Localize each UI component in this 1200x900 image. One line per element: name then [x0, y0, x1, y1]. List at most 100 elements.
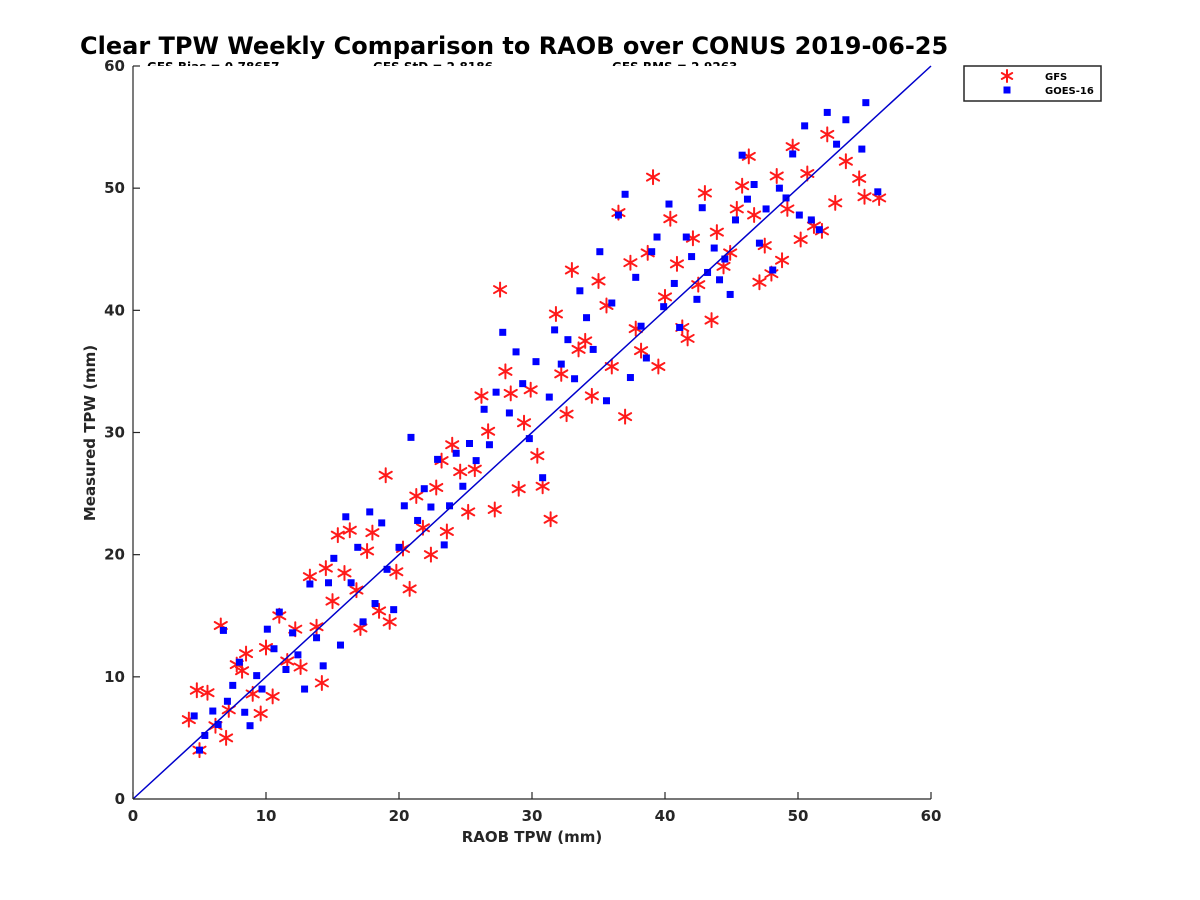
- gfs-point: [554, 365, 569, 382]
- goes16-point: [571, 375, 579, 383]
- gfs-point: [461, 503, 476, 520]
- goes16-point: [525, 435, 533, 443]
- goes16-point: [693, 295, 701, 303]
- gfs-point: [318, 560, 333, 577]
- gfs-point: [752, 274, 767, 291]
- goes16-point: [420, 485, 428, 493]
- x-axis-label: RAOB TPW (mm): [462, 828, 603, 846]
- goes16-point: [306, 580, 314, 588]
- gfs-point: [704, 312, 719, 329]
- gfs-point: [342, 522, 357, 539]
- goes16-point: [782, 194, 790, 202]
- goes16-point: [427, 503, 435, 511]
- x-tick-label: 20: [389, 807, 410, 825]
- y-tick-label: 0: [115, 790, 125, 808]
- gfs-point: [618, 408, 633, 425]
- gfs-point: [238, 645, 254, 662]
- x-axis-ticks: 0 10 20 30 40 50 60: [128, 792, 942, 825]
- series-goes-16: [190, 99, 882, 754]
- gfs-point: [723, 244, 738, 261]
- goes16-point: [289, 629, 297, 637]
- goes16-point: [532, 358, 540, 366]
- goes16-point: [330, 554, 338, 562]
- goes16-point: [614, 211, 622, 219]
- goes16-point: [648, 248, 656, 256]
- gfs-point: [697, 185, 712, 202]
- gfs-point: [680, 330, 695, 347]
- gfs-point: [423, 546, 438, 563]
- goes16-point: [750, 181, 758, 189]
- goes16-point: [710, 244, 718, 252]
- goes16-point: [512, 348, 520, 356]
- x-tick-label: 0: [128, 807, 138, 825]
- gfs-point: [439, 523, 454, 540]
- goes16-point: [698, 204, 706, 212]
- gfs-point: [559, 406, 574, 423]
- x-tick-label: 10: [256, 807, 277, 825]
- goes16-point: [653, 233, 661, 241]
- gfs-point: [378, 467, 393, 484]
- gfs-point: [578, 332, 593, 349]
- gfs-point: [293, 659, 308, 676]
- y-tick-label: 10: [104, 668, 125, 686]
- gfs-point: [523, 381, 538, 398]
- gfs-point: [747, 207, 762, 224]
- goes16-point: [801, 122, 809, 130]
- gfs-point: [780, 200, 795, 217]
- gfs-point: [774, 252, 790, 269]
- goes16-point: [576, 287, 584, 295]
- goes16-point: [539, 474, 547, 482]
- goes16-point: [589, 345, 597, 353]
- goes16-point: [209, 707, 217, 715]
- gfs-point: [258, 639, 274, 656]
- y-axis-ticks: 0 10 20 30 40 50 60: [104, 57, 140, 808]
- goes16-point: [721, 255, 729, 263]
- goes16-point: [583, 314, 591, 322]
- gfs-point: [820, 126, 835, 143]
- gfs-point: [857, 188, 872, 205]
- legend-label: GFS: [1045, 72, 1067, 83]
- legend-box: [963, 65, 1102, 102]
- goes16-point: [275, 608, 283, 616]
- gfs-point: [735, 177, 750, 194]
- goes16-point: [823, 108, 831, 116]
- y-tick-label: 50: [104, 179, 125, 197]
- goes16-point: [564, 336, 572, 344]
- goes16-point: [602, 397, 610, 405]
- goes16-point: [319, 662, 327, 670]
- gfs-point: [669, 255, 685, 272]
- goes16-point: [395, 543, 403, 551]
- gfs-point: [365, 524, 380, 541]
- goes16-point: [769, 266, 777, 274]
- goes16-point: [440, 541, 448, 549]
- goes16-point: [862, 99, 870, 107]
- x-tick-label: 60: [921, 807, 942, 825]
- goes16-point: [241, 708, 249, 716]
- goes16-point: [472, 457, 480, 465]
- gfs-point: [253, 705, 268, 722]
- gfs-point: [498, 363, 513, 380]
- goes16-point: [201, 731, 209, 739]
- gfs-point: [584, 387, 599, 404]
- gfs-point: [481, 423, 496, 440]
- goes16-point: [682, 233, 690, 241]
- gfs-point: [633, 342, 649, 359]
- goes16-point: [815, 226, 823, 234]
- goes16-point: [301, 685, 309, 693]
- gfs-point: [337, 564, 352, 581]
- legend: GFS GOES-16: [963, 65, 1102, 102]
- legend-label: GOES-16: [1045, 86, 1094, 97]
- goes16-point: [235, 658, 243, 666]
- goes16-point: [731, 216, 739, 224]
- goes16-point: [492, 388, 500, 396]
- goes16-point: [743, 195, 751, 203]
- goes16-point: [626, 374, 634, 382]
- goes16-point: [342, 513, 350, 521]
- gfs-point: [793, 231, 808, 248]
- goes16-point: [608, 299, 616, 307]
- goes16-point: [434, 455, 442, 463]
- goes16-point: [557, 360, 565, 368]
- goes16-point: [704, 268, 712, 276]
- gfs-point: [511, 480, 526, 497]
